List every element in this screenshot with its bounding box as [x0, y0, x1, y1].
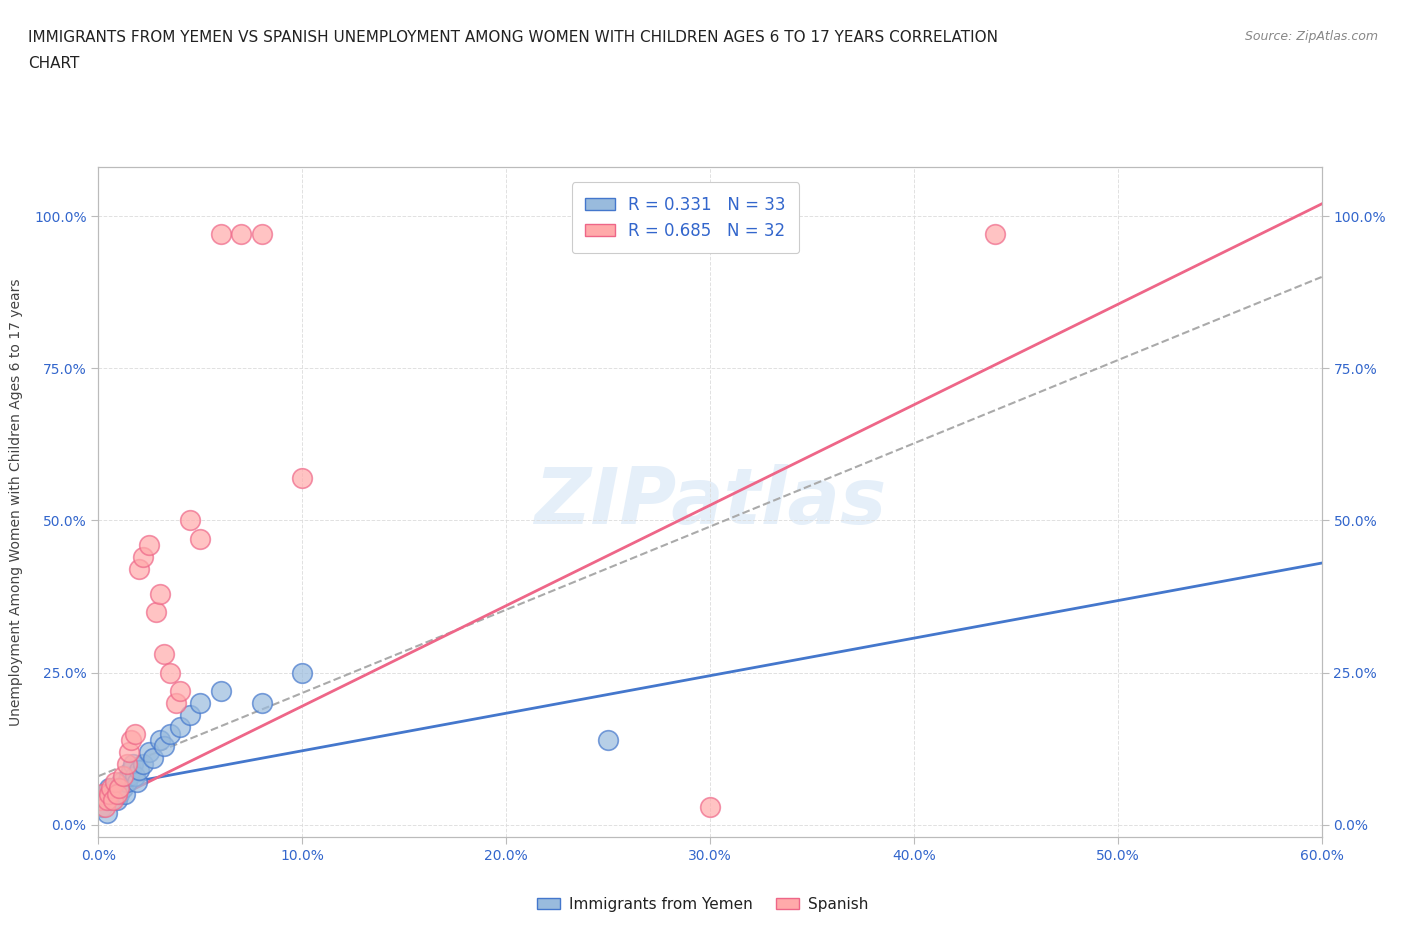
- Point: [108, 781, 131, 796]
- Point: [110, 775, 132, 790]
- Point: [145, 604, 167, 619]
- Point: [250, 227, 273, 242]
- Point: [138, 744, 160, 759]
- Point: [291, 665, 314, 680]
- Legend: Immigrants from Yemen, Spanish: Immigrants from Yemen, Spanish: [531, 891, 875, 918]
- Point: [159, 665, 181, 680]
- Point: [93, 799, 115, 814]
- Point: [209, 227, 232, 242]
- Point: [188, 531, 212, 546]
- Point: [209, 684, 232, 698]
- Point: [96, 805, 118, 820]
- Point: [120, 763, 142, 777]
- Point: [231, 227, 253, 242]
- Point: [115, 775, 138, 790]
- Point: [124, 769, 146, 784]
- Point: [104, 781, 127, 796]
- Point: [111, 769, 134, 784]
- Point: [984, 227, 1007, 242]
- Point: [188, 696, 212, 711]
- Legend: R = 0.331   N = 33, R = 0.685   N = 32: R = 0.331 N = 33, R = 0.685 N = 32: [572, 182, 799, 254]
- Point: [149, 732, 172, 747]
- Point: [169, 720, 191, 735]
- Point: [149, 586, 172, 601]
- Point: [138, 538, 160, 552]
- Point: [104, 775, 127, 790]
- Point: [91, 787, 114, 802]
- Point: [142, 751, 165, 765]
- Y-axis label: Unemployment Among Women with Children Ages 6 to 17 years: Unemployment Among Women with Children A…: [8, 278, 22, 726]
- Point: [179, 708, 201, 723]
- Point: [291, 471, 314, 485]
- Point: [120, 732, 142, 747]
- Point: [127, 775, 149, 790]
- Point: [108, 787, 131, 802]
- Point: [179, 513, 201, 528]
- Text: Source: ZipAtlas.com: Source: ZipAtlas.com: [1244, 30, 1378, 43]
- Point: [89, 793, 111, 808]
- Point: [111, 781, 134, 796]
- Point: [96, 793, 118, 808]
- Text: CHART: CHART: [28, 56, 80, 71]
- Point: [152, 738, 174, 753]
- Point: [169, 684, 191, 698]
- Point: [118, 769, 141, 784]
- Point: [132, 550, 155, 565]
- Point: [128, 562, 150, 577]
- Point: [97, 781, 120, 796]
- Point: [598, 732, 620, 747]
- Point: [114, 787, 136, 802]
- Point: [89, 793, 111, 808]
- Text: ZIPatlas: ZIPatlas: [534, 464, 886, 540]
- Point: [250, 696, 273, 711]
- Point: [93, 787, 115, 802]
- Point: [101, 793, 124, 808]
- Point: [91, 799, 114, 814]
- Point: [100, 793, 122, 808]
- Point: [122, 756, 145, 771]
- Point: [100, 781, 122, 796]
- Point: [132, 756, 155, 771]
- Point: [115, 756, 138, 771]
- Text: IMMIGRANTS FROM YEMEN VS SPANISH UNEMPLOYMENT AMONG WOMEN WITH CHILDREN AGES 6 T: IMMIGRANTS FROM YEMEN VS SPANISH UNEMPLO…: [28, 30, 998, 45]
- Point: [699, 799, 721, 814]
- Point: [101, 787, 124, 802]
- Point: [159, 726, 181, 741]
- Point: [118, 744, 141, 759]
- Point: [165, 696, 187, 711]
- Point: [105, 793, 128, 808]
- Point: [124, 726, 146, 741]
- Point: [97, 787, 120, 802]
- Point: [128, 763, 150, 777]
- Point: [152, 647, 174, 662]
- Point: [105, 787, 128, 802]
